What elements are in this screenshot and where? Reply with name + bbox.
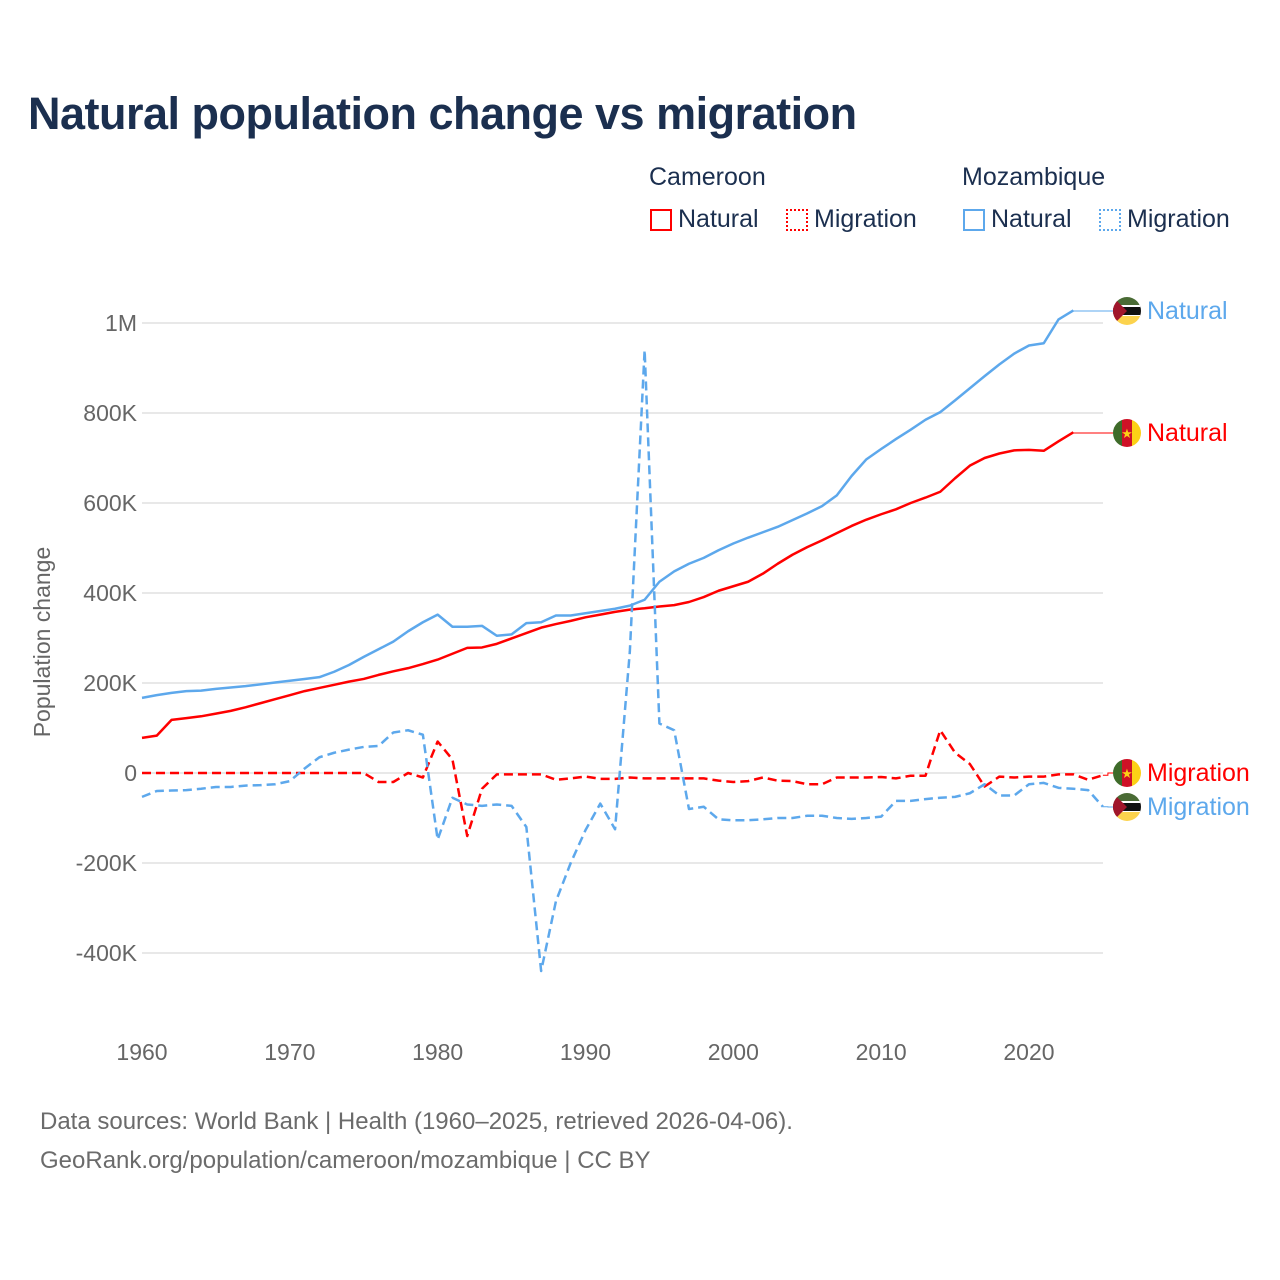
series-line-cameroon-natural — [141, 431, 1074, 740]
legend-swatch-solid — [650, 208, 672, 231]
x-tick-label: 1990 — [560, 1039, 611, 1065]
y-tick-label: -200K — [76, 850, 138, 876]
cameroon-flag-icon: ★ — [1113, 419, 1141, 447]
y-tick-label: -400K — [76, 940, 138, 966]
end-label-connector — [1102, 772, 1113, 776]
x-tick-label: 1960 — [116, 1039, 167, 1065]
series-line-cameroon-migration — [142, 729, 1104, 838]
x-tick-label: 2000 — [708, 1039, 759, 1065]
legend-swatch-dotted — [786, 208, 808, 231]
flag-stripe — [1113, 812, 1141, 821]
end-label-connector — [1072, 310, 1113, 312]
series-line-mozambique-natural — [141, 309, 1074, 700]
flag-stripe — [1113, 305, 1141, 307]
flag-stripe — [1113, 759, 1122, 787]
end-label-connector — [1072, 432, 1113, 434]
series-line-mozambique-migration — [141, 348, 1104, 973]
footer-sources: Data sources: World Bank | Health (1960–… — [40, 1108, 793, 1135]
y-tick-label: 200K — [83, 670, 137, 696]
legend-item-cameroon-natural[interactable]: Natural — [650, 205, 759, 234]
flag-stripe — [1132, 759, 1141, 787]
legend-label: Migration — [1127, 205, 1230, 233]
legend-swatch-dotted — [1099, 208, 1121, 231]
flag-star: ★ — [1121, 766, 1133, 781]
legend-label: Migration — [814, 205, 917, 233]
end-label-cameroon-natural: Natural — [1147, 419, 1228, 447]
footer-link[interactable]: GeoRank.org/population/cameroon/mozambiq… — [40, 1147, 651, 1174]
flag-stripe — [1122, 759, 1132, 787]
y-tick-label: 600K — [83, 490, 137, 516]
flag-stripe — [1113, 297, 1141, 306]
mozambique-flag-icon — [1113, 793, 1141, 821]
flag-stripe — [1113, 793, 1141, 802]
end-label-mozambique-migration: Migration — [1147, 793, 1250, 821]
chart-title: Natural population change vs migration — [28, 88, 857, 139]
y-axis-label: Population change — [29, 547, 55, 738]
legend-item-cameroon-migration[interactable]: Migration — [786, 205, 917, 234]
legend-group-mozambique: Mozambique — [962, 163, 1106, 191]
flag-stripe — [1113, 316, 1141, 325]
legend-label: Natural — [991, 205, 1072, 233]
legend-item-mozambique-migration[interactable]: Migration — [1099, 205, 1230, 234]
x-tick-label: 2010 — [856, 1039, 907, 1065]
x-tick-label: 1980 — [412, 1039, 463, 1065]
legend-label: Natural — [678, 205, 759, 233]
x-tick-label: 2020 — [1003, 1039, 1054, 1065]
y-tick-label: 400K — [83, 580, 137, 606]
cameroon-flag-icon: ★ — [1113, 759, 1141, 787]
y-tick-label: 1M — [105, 310, 137, 336]
flag-stripe — [1122, 419, 1132, 447]
y-tick-label: 800K — [83, 400, 137, 426]
mozambique-flag-icon — [1113, 297, 1141, 325]
flag-stripe — [1132, 419, 1141, 447]
flag-stripe — [1113, 801, 1141, 803]
flag-stripe — [1113, 419, 1122, 447]
legend-group-cameroon: Cameroon — [649, 163, 766, 191]
flag-star: ★ — [1121, 426, 1133, 441]
legend-swatch-solid — [963, 208, 985, 231]
legend-item-mozambique-natural[interactable]: Natural — [963, 205, 1072, 234]
flag-triangle — [1113, 297, 1127, 325]
y-tick-label: 0 — [124, 760, 137, 786]
flag-triangle — [1113, 793, 1127, 821]
end-label-mozambique-natural: Natural — [1147, 297, 1228, 325]
end-label-cameroon-migration: Migration — [1147, 759, 1250, 787]
x-tick-label: 1970 — [264, 1039, 315, 1065]
